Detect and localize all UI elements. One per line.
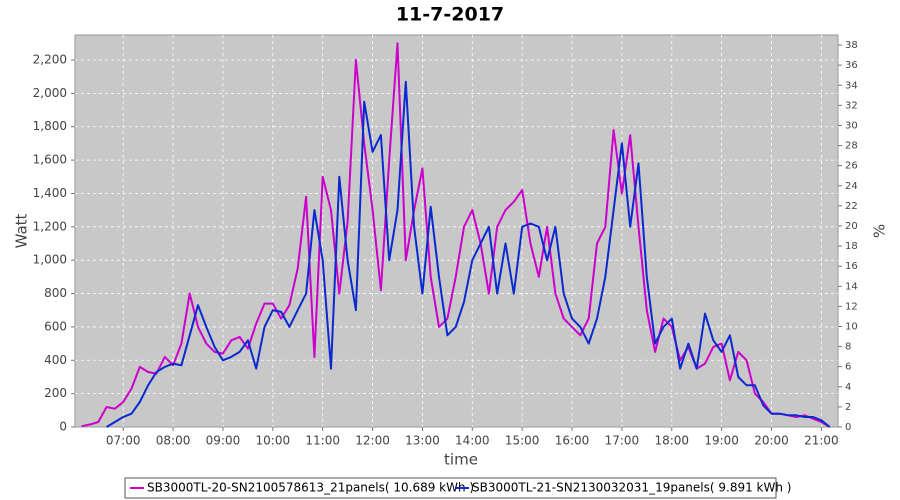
y-tick-label: 1,200 xyxy=(33,219,67,233)
y-tick-label: 200 xyxy=(44,386,67,400)
series-line xyxy=(106,80,831,428)
y-axis-label: Watt xyxy=(13,213,31,248)
y-tick-label: 1,600 xyxy=(33,153,67,167)
y2-tick-label: 0 xyxy=(845,422,851,433)
x-tick-label: 20:00 xyxy=(754,434,789,448)
y-tick-label: 1,000 xyxy=(33,253,67,267)
y2-tick-label: 12 xyxy=(845,301,858,312)
y-tick-label: 800 xyxy=(44,286,67,300)
y-tick-label: 600 xyxy=(44,319,67,333)
y2-tick-label: 32 xyxy=(845,100,858,111)
legend-text: SB3000TL-20-SN2100578613_21panels( 10.68… xyxy=(147,481,474,495)
y2-tick-label: 24 xyxy=(845,181,858,192)
x-tick-label: 14:00 xyxy=(455,434,490,448)
y2-tick-label: 8 xyxy=(845,342,851,353)
series-line xyxy=(81,42,831,428)
y2-tick-label: 10 xyxy=(845,321,858,332)
y2-tick-label: 2 xyxy=(845,402,851,413)
x-tick-label: 07:00 xyxy=(106,434,141,448)
y2-tick-label: 16 xyxy=(845,261,858,272)
x-tick-label: 09:00 xyxy=(206,434,241,448)
x-tick-label: 15:00 xyxy=(505,434,540,448)
chart-title: 11-7-2017 xyxy=(396,4,504,26)
y-tick-label: 2,200 xyxy=(33,53,67,67)
y2-tick-label: 20 xyxy=(845,221,858,232)
y-tick-label: 1,400 xyxy=(33,186,67,200)
y-tick-label: 2,000 xyxy=(33,86,67,100)
x-tick-label: 12:00 xyxy=(355,434,390,448)
y2-tick-label: 4 xyxy=(845,382,851,393)
x-axis-label: time xyxy=(444,451,478,469)
y2-tick-label: 18 xyxy=(845,241,858,252)
y-tick-label: 1,800 xyxy=(33,119,67,133)
y2-tick-label: 26 xyxy=(845,161,858,172)
x-tick-label: 18:00 xyxy=(654,434,689,448)
legend-text: SB3000TL-21-SN2130032031_19panels( 9.891… xyxy=(472,481,791,495)
legend xyxy=(124,477,777,499)
y-tick-label: 0 xyxy=(59,420,67,434)
y2-tick-label: 38 xyxy=(845,40,858,51)
y-tick-label: 400 xyxy=(44,353,67,367)
x-tick-label: 10:00 xyxy=(256,434,291,448)
plot-area xyxy=(74,34,839,428)
x-tick-label: 16:00 xyxy=(555,434,590,448)
y2-axis-label: % xyxy=(871,224,889,238)
y2-tick-label: 6 xyxy=(845,362,851,373)
y2-tick-label: 28 xyxy=(845,141,858,152)
x-tick-label: 13:00 xyxy=(405,434,440,448)
y2-tick-label: 36 xyxy=(845,60,858,71)
y2-tick-label: 34 xyxy=(845,80,858,91)
x-tick-label: 21:00 xyxy=(804,434,839,448)
x-tick-label: 08:00 xyxy=(156,434,191,448)
x-tick-label: 17:00 xyxy=(605,434,640,448)
x-tick-label: 11:00 xyxy=(305,434,340,448)
x-tick-label: 19:00 xyxy=(704,434,739,448)
y2-tick-label: 14 xyxy=(845,281,858,292)
y2-tick-label: 30 xyxy=(845,120,858,131)
y2-tick-label: 22 xyxy=(845,201,858,212)
